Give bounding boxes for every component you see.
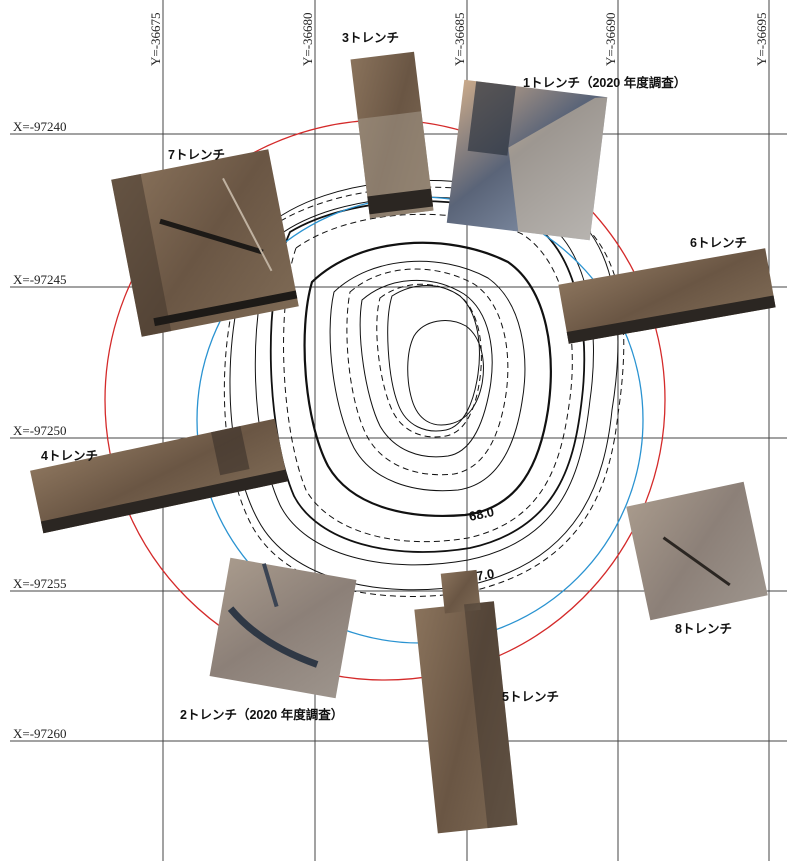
trench-4-photo bbox=[30, 418, 288, 534]
contour-line bbox=[346, 268, 509, 476]
contour-line bbox=[329, 260, 526, 492]
trench-6-photo bbox=[558, 248, 776, 344]
trench-4-label: 4トレンチ bbox=[41, 449, 98, 463]
contour-line-68 bbox=[303, 241, 552, 517]
grid-label-y-36675: Y=-36675 bbox=[148, 12, 163, 66]
grid-label-y-36690: Y=-36690 bbox=[603, 12, 618, 66]
contour-line bbox=[359, 279, 493, 458]
grid-label-y-36695: Y=-36695 bbox=[754, 12, 769, 66]
trench-5-photo bbox=[414, 569, 518, 834]
grid-label-x-97245: X=-97245 bbox=[13, 272, 67, 287]
trench-1-label: 1トレンチ（2020 年度調査） bbox=[523, 75, 686, 90]
grid-label-y-36680: Y=-36680 bbox=[300, 12, 315, 66]
contour-line bbox=[283, 213, 573, 543]
grid: X=-97240 X=-97245 X=-97250 X=-97255 X=-9… bbox=[10, 0, 787, 861]
trench-3-label: 3トレンチ bbox=[342, 31, 399, 45]
trench-2-photo bbox=[209, 557, 357, 699]
trench-photos bbox=[30, 51, 776, 834]
trench-6-label: 6トレンチ bbox=[690, 236, 747, 250]
trench-1-photo bbox=[446, 79, 608, 241]
trench-5-label: 5トレンチ bbox=[502, 690, 559, 704]
trench-8-label: 8トレンチ bbox=[675, 622, 732, 636]
trench-2-label: 2トレンチ（2020 年度調査） bbox=[180, 707, 343, 722]
trench-3-photo bbox=[350, 51, 434, 219]
grid-label-y-36685: Y=-36685 bbox=[452, 12, 467, 66]
trench-7-label: 7トレンチ bbox=[168, 148, 225, 162]
contour-label-68: 68.0 bbox=[468, 504, 496, 524]
grid-label-x-97240: X=-97240 bbox=[13, 119, 67, 134]
trench-8-photo bbox=[626, 481, 768, 621]
trench-7-photo bbox=[111, 149, 299, 337]
trench-labels: 1トレンチ（2020 年度調査） 2トレンチ（2020 年度調査） 3トレンチ … bbox=[41, 31, 747, 722]
grid-label-x-97260: X=-97260 bbox=[13, 726, 67, 741]
contour-line bbox=[407, 320, 484, 426]
contour-line-67 bbox=[269, 200, 586, 553]
contour-line bbox=[387, 285, 480, 432]
grid-label-x-97255: X=-97255 bbox=[13, 576, 67, 591]
grid-label-x-97250: X=-97250 bbox=[13, 423, 67, 438]
